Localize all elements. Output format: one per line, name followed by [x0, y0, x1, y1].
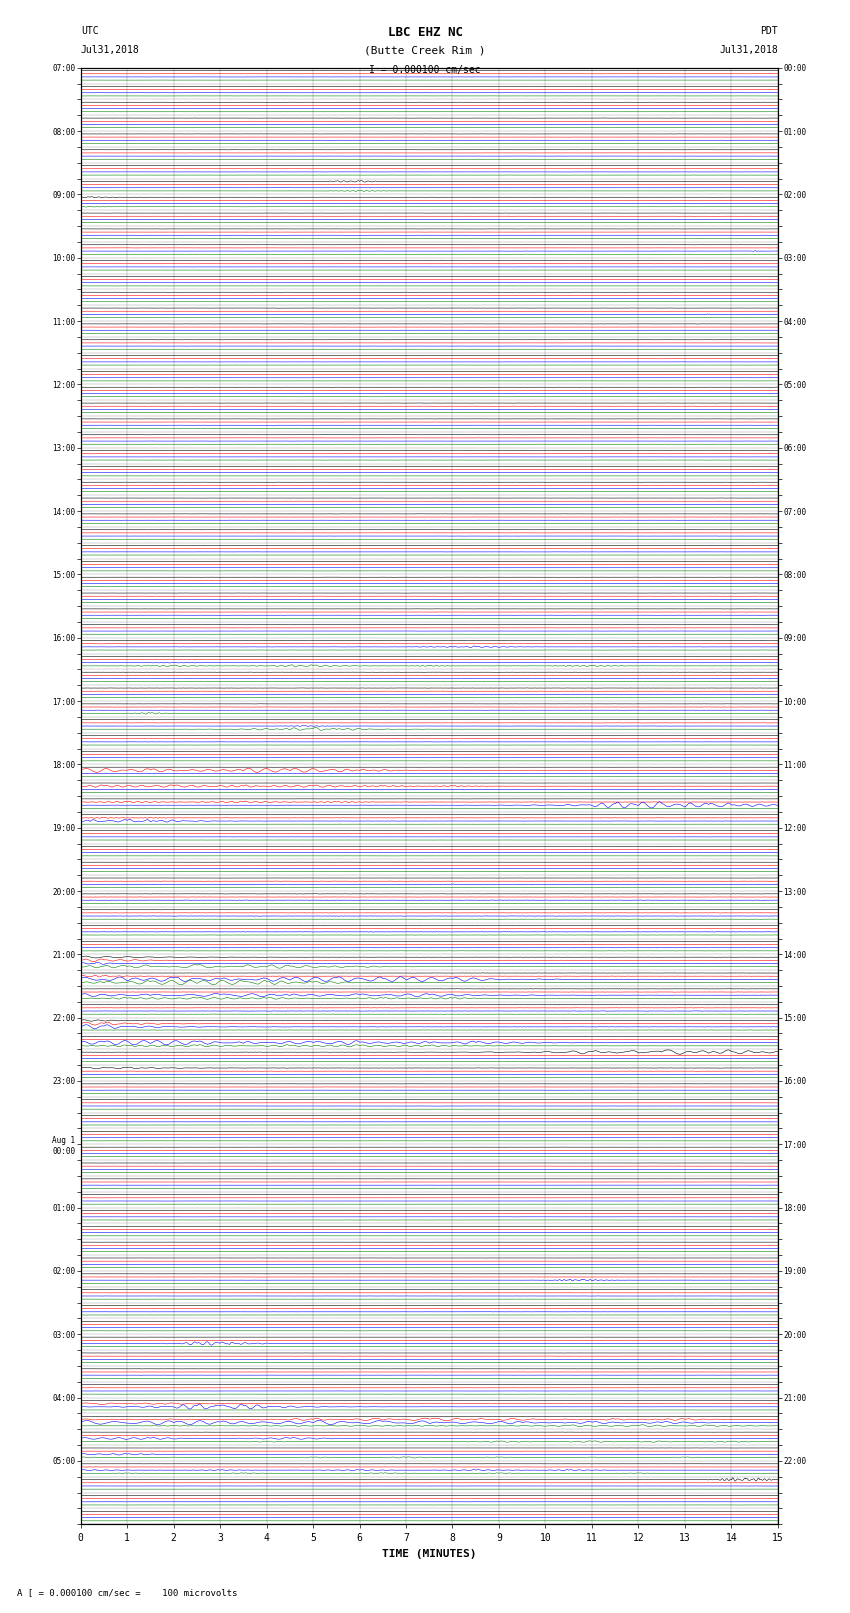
Text: A [ = 0.000100 cm/sec =    100 microvolts: A [ = 0.000100 cm/sec = 100 microvolts: [17, 1587, 237, 1597]
Text: PDT: PDT: [760, 26, 778, 35]
Text: Jul31,2018: Jul31,2018: [81, 45, 139, 55]
Text: I = 0.000100 cm/sec: I = 0.000100 cm/sec: [369, 65, 481, 74]
Text: LBC EHZ NC: LBC EHZ NC: [388, 26, 462, 39]
Text: Jul31,2018: Jul31,2018: [719, 45, 778, 55]
Text: UTC: UTC: [81, 26, 99, 35]
Text: (Butte Creek Rim ): (Butte Creek Rim ): [365, 45, 485, 55]
X-axis label: TIME (MINUTES): TIME (MINUTES): [382, 1548, 477, 1558]
